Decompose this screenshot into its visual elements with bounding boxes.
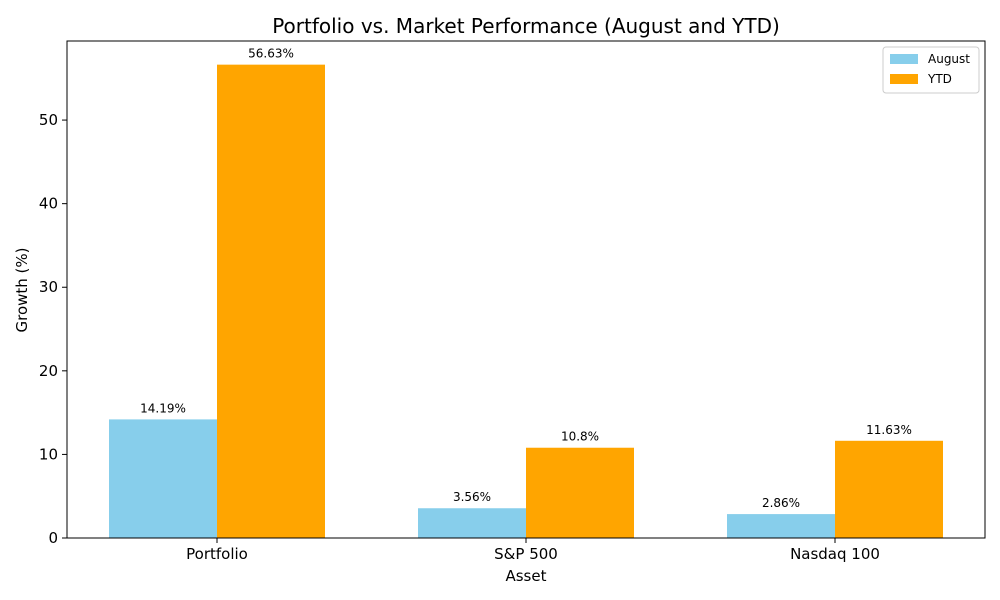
legend-swatch-august [890,54,918,64]
x-tick-label-nasdaq-100: Nasdaq 100 [790,545,880,563]
data-label-ytd-s-p-500: 10.8% [561,430,599,444]
y-tick-label: 40 [39,195,58,213]
data-labels-layer: 14.19% 3.56% 2.86% 56.63% 10.8% 11.63% [140,47,912,510]
legend-label-august: August [928,52,970,66]
legend-label-ytd: YTD [927,72,952,86]
data-label-august-s-p-500: 3.56% [453,490,491,504]
bar-ytd-s-p-500 [526,447,634,538]
data-label-august-nasdaq-100: 2.86% [762,496,800,510]
y-tick-label: 30 [39,278,58,296]
bar-august-portfolio [109,419,217,538]
bar-ytd-portfolio [217,64,325,538]
x-tick-label-s-p-500: S&P 500 [494,545,558,563]
x-tick-label-portfolio: Portfolio [186,545,248,563]
y-axis-label: Growth (%) [13,247,31,332]
y-tick-label: 20 [39,362,58,380]
data-label-ytd-portfolio: 56.63% [248,47,294,61]
y-tick-label: 0 [48,529,58,547]
bar-august-s-p-500 [418,508,526,538]
y-axis: 0 10 20 30 40 50 [39,111,67,547]
y-tick-label: 50 [39,111,58,129]
x-axis-label: Asset [505,567,546,585]
chart-title: Portfolio vs. Market Performance (August… [272,14,780,38]
bars-layer [109,64,943,538]
bar-august-nasdaq-100 [727,514,835,538]
legend: August YTD [882,46,980,94]
legend-swatch-ytd [890,74,918,84]
x-axis: Portfolio S&P 500 Nasdaq 100 [186,538,880,563]
y-tick-label: 10 [39,445,58,463]
data-label-august-portfolio: 14.19% [140,401,186,415]
data-label-ytd-nasdaq-100: 11.63% [866,423,912,437]
bar-ytd-nasdaq-100 [835,440,943,538]
